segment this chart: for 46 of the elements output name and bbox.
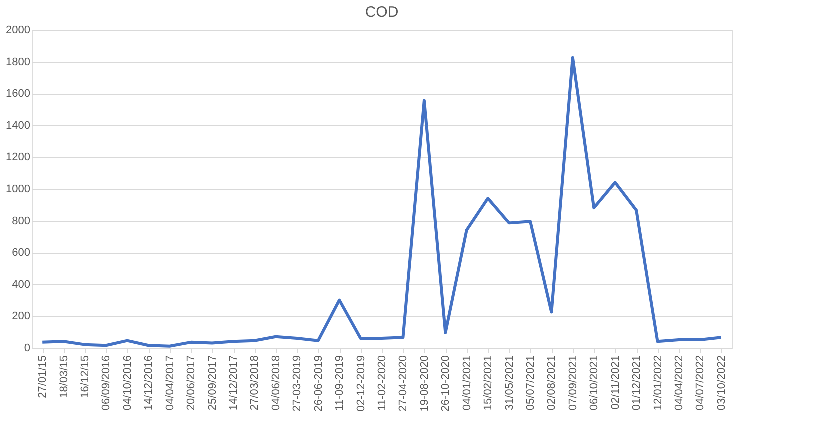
y-tick-label: 800 xyxy=(12,215,30,228)
x-tick-label: 31/05/2021 xyxy=(504,356,516,411)
x-tick-label: 27/01/15 xyxy=(37,356,50,398)
x-tick-label: 04/04/2017 xyxy=(164,356,176,411)
y-tick-label: 0 xyxy=(24,342,30,354)
y-tick-label: 400 xyxy=(12,278,30,291)
x-tick-label: 25/09/2017 xyxy=(206,356,219,411)
y-tick-label: 1400 xyxy=(6,120,30,132)
x-tick-label: 14/12/2017 xyxy=(228,356,240,411)
x-tick-label: 07/09/2021 xyxy=(567,356,580,411)
x-tick-label: 04/07/2022 xyxy=(694,356,707,411)
y-tick-label: 1200 xyxy=(6,152,30,164)
x-tick-label: 26-06-2019 xyxy=(312,356,325,412)
x-tick-label: 26-10-2020 xyxy=(440,356,452,412)
x-tick-label: 04/10/2016 xyxy=(122,356,134,411)
y-tick-label: 200 xyxy=(12,310,30,323)
x-tick-label: 03/10/2022 xyxy=(716,356,728,411)
x-tick-label: 02-12-2019 xyxy=(355,356,368,412)
x-tick-label: 04/04/2022 xyxy=(673,356,686,411)
y-tick-label: 600 xyxy=(12,247,30,260)
x-tick-label: 27-03-2019 xyxy=(292,356,304,412)
x-tick-label: 04/06/2018 xyxy=(270,356,282,411)
x-tick-label: 11-02-2020 xyxy=(376,356,388,411)
chart-title: COD xyxy=(365,4,399,21)
x-tick-label: 19-08-2020 xyxy=(418,356,431,412)
x-tick-label: 27-04-2020 xyxy=(398,356,410,412)
x-tick-label: 16/12/15 xyxy=(80,356,92,398)
x-tick-label: 02/11/2021 xyxy=(610,356,622,410)
line-series xyxy=(41,56,723,348)
x-tick-label: 06/09/2016 xyxy=(100,356,113,411)
x-tick-label: 15/02/2021 xyxy=(482,356,495,411)
x-tick-label: 20/06/2017 xyxy=(186,356,198,411)
x-tick-label: 05/07/2021 xyxy=(524,356,537,411)
y-tick-label: 1600 xyxy=(6,88,30,100)
x-tick-label: 01/12/2021 xyxy=(631,356,644,411)
x-tick-label: 27/03/2018 xyxy=(249,356,262,411)
x-tick-label: 18/03/15 xyxy=(58,356,70,398)
x-tick-label: 02/08/2021 xyxy=(546,356,558,411)
x-tick-label: 04/01/2021 xyxy=(461,356,474,411)
y-tick-label: 1800 xyxy=(6,56,30,68)
x-tick-label: 11-09-2019 xyxy=(334,356,346,411)
y-tick-label: 1000 xyxy=(6,184,30,196)
y-tick-label: 2000 xyxy=(6,24,30,36)
x-tick-label: 14/12/2016 xyxy=(143,356,156,411)
x-tick-label: 12/01/2022 xyxy=(652,356,664,411)
x-tick-label: 06/10/2021 xyxy=(588,356,601,411)
